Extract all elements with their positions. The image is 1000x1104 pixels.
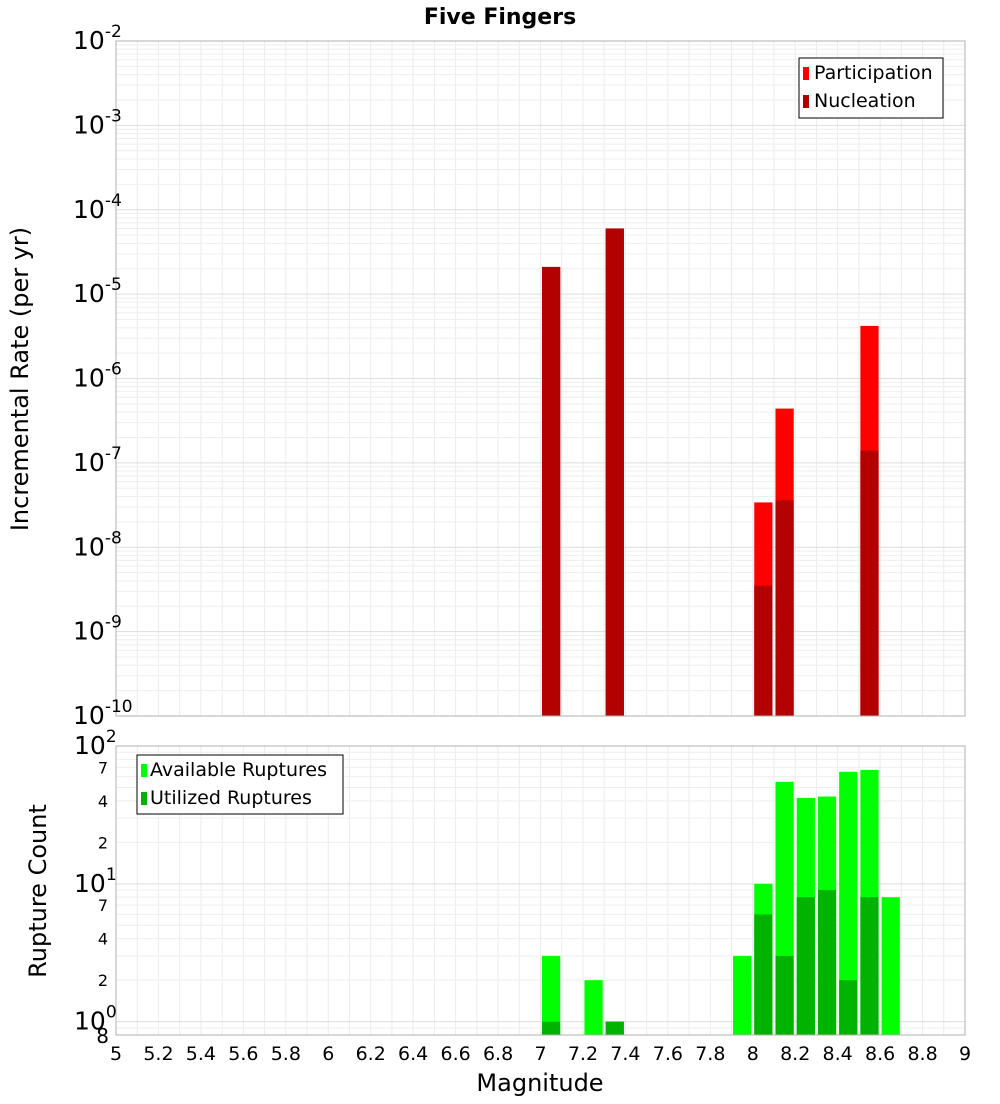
top-y-tick-label: 10-6 bbox=[73, 360, 122, 393]
top-bar-nucleation bbox=[754, 585, 773, 716]
x-tick-label: 5 bbox=[110, 1043, 122, 1065]
bottom-bar-utilized-ruptures bbox=[754, 914, 773, 1035]
x-tick-label: 6.4 bbox=[398, 1043, 428, 1065]
x-tick-label: 8.8 bbox=[907, 1043, 937, 1065]
x-tick-label: 6.6 bbox=[440, 1043, 470, 1065]
top-bar-nucleation bbox=[605, 228, 624, 716]
bottom-plot-frame bbox=[115, 745, 966, 1036]
top-bars bbox=[542, 228, 879, 716]
bottom-y-tick-label: 7 bbox=[98, 758, 108, 777]
top-plot-frame bbox=[115, 40, 966, 717]
x-tick-label: 8.6 bbox=[865, 1043, 895, 1065]
bottom-y-tick-label: 7 bbox=[98, 896, 108, 915]
top-y-tick-label: 10-10 bbox=[73, 697, 133, 730]
x-tick-label: 7.4 bbox=[610, 1043, 640, 1065]
top-bar-nucleation bbox=[860, 450, 879, 716]
x-tick-label: 5.8 bbox=[271, 1043, 301, 1065]
top-y-tick-label: 10-5 bbox=[73, 275, 122, 308]
top-y-tick-label: 10-3 bbox=[73, 106, 122, 139]
top-y-axis-label: Incremental Rate (per yr) bbox=[6, 227, 34, 531]
bottom-bar-available-ruptures bbox=[839, 771, 858, 1035]
x-tick-label: 5.6 bbox=[228, 1043, 258, 1065]
x-tick-label: 6 bbox=[322, 1043, 334, 1065]
top-y-tick-label: 10-4 bbox=[73, 191, 122, 224]
bottom-bar-available-ruptures bbox=[542, 955, 561, 1035]
top-y-tick-label: 10-9 bbox=[73, 613, 122, 646]
bottom-bar-utilized-ruptures bbox=[796, 897, 815, 1035]
bottom-bar-utilized-ruptures bbox=[860, 897, 879, 1035]
bottom-bar-available-ruptures bbox=[584, 980, 603, 1035]
legend-label-nucleation: Nucleation bbox=[814, 90, 916, 112]
top-legend-box bbox=[798, 57, 944, 119]
x-tick-label: 8.4 bbox=[823, 1043, 853, 1065]
top-y-tick-label: 10-2 bbox=[73, 22, 122, 55]
top-yticks: 10-10 10-9 10-8 10-7 10-6 10-5 10-4 10-3 10-2 bbox=[73, 22, 133, 730]
x-tick-label: 8 bbox=[747, 1043, 759, 1065]
x-tick-label: 9 bbox=[959, 1043, 971, 1065]
bottom-y-tick-label: 101 bbox=[74, 865, 117, 898]
x-tick-label: 8.2 bbox=[780, 1043, 810, 1065]
top-bar-nucleation bbox=[775, 500, 794, 716]
legend-swatch-utilized-ruptures bbox=[141, 792, 147, 805]
bottom-bar-available-ruptures bbox=[881, 897, 900, 1035]
legend-swatch-available-ruptures bbox=[141, 764, 147, 777]
top-legend: Participation Nucleation bbox=[798, 57, 944, 119]
x-tick-label: 7.8 bbox=[695, 1043, 725, 1065]
bottom-bar-utilized-ruptures bbox=[817, 890, 837, 1035]
bottom-bar-utilized-ruptures bbox=[839, 980, 858, 1035]
bottom-bar-available-ruptures bbox=[733, 955, 752, 1035]
top-y-tick-label: 10-7 bbox=[73, 444, 122, 477]
x-tick-label: 6.8 bbox=[483, 1043, 513, 1065]
bottom-y-tick-label: 2 bbox=[98, 833, 108, 852]
legend-swatch-nucleation bbox=[803, 95, 809, 108]
bottom-bar-utilized-ruptures bbox=[542, 1021, 561, 1035]
bottom-legend-box bbox=[136, 754, 344, 815]
x-tick-label: 6.2 bbox=[356, 1043, 386, 1065]
chart-title: Five Fingers bbox=[424, 5, 576, 30]
bottom-legend: Available Ruptures Utilized Ruptures bbox=[136, 754, 344, 815]
legend-swatch-participation bbox=[803, 67, 809, 80]
x-tick-label: 5.2 bbox=[143, 1043, 173, 1065]
bottom-y-tick-label: 4 bbox=[98, 792, 108, 811]
bottom-y-tick-label: 4 bbox=[98, 930, 108, 949]
top-bar-nucleation bbox=[542, 266, 561, 716]
bottom-y-tick-label: 2 bbox=[98, 971, 108, 990]
xticks: 5 5.2 5.4 5.6 5.8 6 6.2 6.4 6.6 6.8 7 7.2 7.4 7.6 7.8 8… bbox=[110, 1043, 971, 1065]
bottom-y-tick-label: 102 bbox=[74, 727, 117, 760]
x-tick-label: 5.4 bbox=[186, 1043, 216, 1065]
x-tick-label: 7 bbox=[534, 1043, 546, 1065]
legend-label-available-ruptures: Available Ruptures bbox=[150, 759, 327, 781]
bottom-bars bbox=[542, 769, 900, 1035]
x-axis-label: Magnitude bbox=[476, 1069, 603, 1097]
bottom-y-tick-label: 8 bbox=[96, 1024, 109, 1048]
legend-label-utilized-ruptures: Utilized Ruptures bbox=[150, 787, 312, 809]
x-tick-label: 7.2 bbox=[568, 1043, 598, 1065]
bottom-bar-utilized-ruptures bbox=[775, 955, 794, 1035]
top-grid bbox=[115, 41, 966, 717]
bottom-bar-utilized-ruptures bbox=[605, 1021, 624, 1035]
legend-label-participation: Participation bbox=[814, 62, 933, 84]
top-y-tick-label: 10-8 bbox=[73, 528, 122, 561]
bottom-y-axis-label: Rupture Count bbox=[24, 804, 52, 978]
x-tick-label: 7.6 bbox=[653, 1043, 683, 1065]
